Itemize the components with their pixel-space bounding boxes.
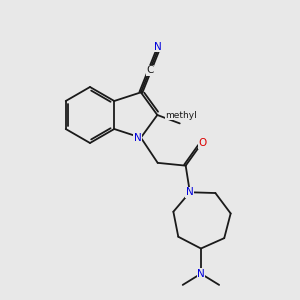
Text: O: O bbox=[199, 138, 207, 148]
Text: N: N bbox=[186, 187, 194, 197]
Text: C: C bbox=[146, 65, 153, 75]
Text: N: N bbox=[197, 269, 205, 279]
Text: N: N bbox=[134, 133, 142, 143]
Text: methyl: methyl bbox=[165, 110, 197, 119]
Text: N: N bbox=[154, 42, 161, 52]
